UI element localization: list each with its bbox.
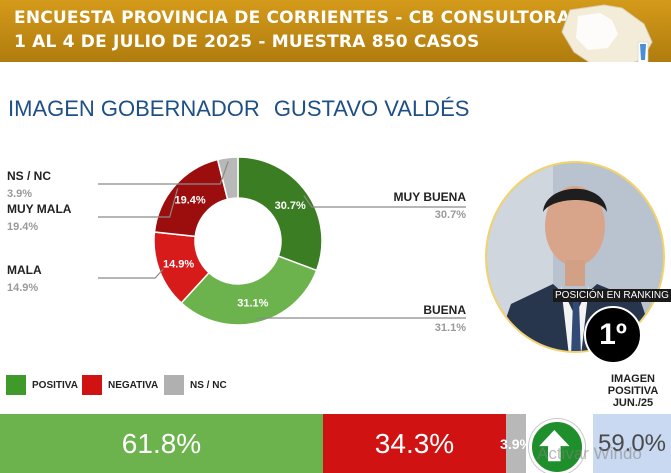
category-value-ns-nc: 3.9% — [7, 188, 32, 200]
page-title: IMAGEN GOBERNADOR GUSTAVO VALDÉS — [8, 96, 469, 122]
category-value-muy-buena: 30.7% — [435, 209, 466, 221]
donut-value-label-muy-mala: 19.4% — [175, 194, 206, 206]
summary-value-positiva: 61.8% — [121, 427, 202, 459]
title-name: GUSTAVO VALDÉS — [273, 96, 470, 121]
category-label-muy-buena: MUY BUENA — [394, 190, 467, 204]
category-value-mala: 14.9% — [7, 282, 38, 294]
header-title-line1: ENCUESTA PROVINCIA DE CORRIENTES - CB CO… — [14, 8, 604, 28]
up-arrow-icon — [529, 419, 585, 473]
image-positive-label-line1: IMAGEN — [611, 373, 655, 385]
leader-line-muy-mala — [98, 188, 179, 218]
category-label-buena: BUENA — [423, 303, 466, 317]
image-positive-label-line2: POSITIVA — [607, 385, 659, 397]
legend-label-positiva: POSITIVA — [32, 379, 78, 391]
donut-value-label-mala: 14.9% — [163, 258, 194, 270]
leader-line-buena — [256, 317, 466, 320]
summary-value-negativa: 34.3% — [374, 427, 455, 459]
legend-swatch-nsnc — [164, 375, 184, 395]
image-positive-label-line3: JUN./25 — [612, 397, 654, 409]
donut-slice-ns-nc — [216, 156, 239, 201]
donut-value-label-muy-buena: 30.7% — [275, 200, 306, 212]
category-label-muy-mala: MUY MALA — [7, 202, 72, 216]
legend-item-positiva: POSITIVA — [6, 375, 78, 395]
leader-line-ns-nc — [98, 161, 229, 185]
summary-value-nsnc: 3.9% — [500, 435, 532, 452]
donut-chart: 30.7% MUY BUENA 30.7% 31.1% BUENA 31.1% 14.9% M… — [7, 156, 467, 334]
title-prefix: IMAGEN GOBERNADOR — [8, 96, 260, 121]
legend-swatch-negativa — [82, 375, 102, 395]
image-positive-label: IMAGEN POSITIVA JUN./25 — [598, 373, 668, 409]
legend-item-negativa: NEGATIVA — [82, 375, 158, 395]
legend-swatch-positiva — [6, 375, 26, 395]
summary-bar-negativa: 34.3% — [323, 414, 506, 473]
summary-bar-positiva: 61.8% — [0, 414, 323, 473]
leader-line-mala — [98, 268, 164, 279]
ranking-badge: 1º — [584, 306, 642, 364]
windows-activation-watermark: Activar Windo — [537, 444, 642, 463]
legend-label-nsnc: NS / NC — [190, 379, 227, 391]
summary-bar-nsnc: 3.9% — [500, 414, 532, 473]
category-label-mala: MALA — [7, 263, 42, 277]
province-map-icon — [561, 4, 653, 62]
leader-line-muy-buena — [303, 195, 466, 208]
header-title-line2: 1 AL 4 DE JULIO DE 2025 - MUESTRA 850 CA… — [14, 32, 480, 52]
donut-slice-muy-buena — [237, 156, 323, 272]
ranking-label: POSICIÓN EN RANKING — [553, 289, 671, 302]
donut-value-label-buena: 31.1% — [237, 298, 268, 310]
category-label-ns-nc: NS / NC — [7, 169, 51, 183]
image-positive-value: 59.0% — [597, 429, 667, 457]
legend-item-nsnc: NS / NC — [164, 375, 227, 395]
donut-slice-buena — [180, 255, 318, 326]
category-value-muy-mala: 19.4% — [7, 221, 38, 233]
legend-label-negativa: NEGATIVA — [108, 379, 159, 391]
header-banner: ENCUESTA PROVINCIA DE CORRIENTES - CB CO… — [0, 0, 671, 62]
category-value-buena: 31.1% — [435, 322, 466, 334]
image-positive-previous: 59.0% — [593, 414, 671, 473]
